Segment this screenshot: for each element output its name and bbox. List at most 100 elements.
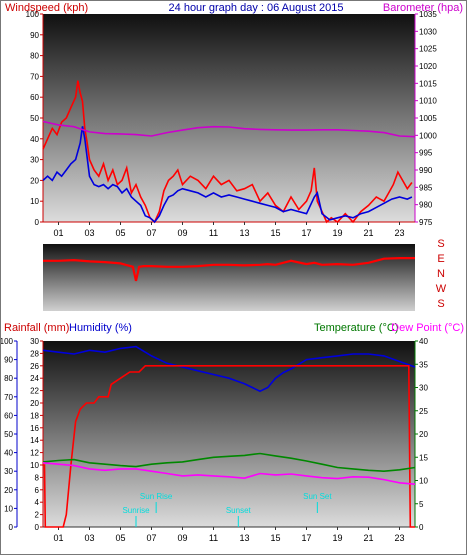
humidity-axis-tick-label: 70 <box>4 393 13 402</box>
humidity-axis-tick-label: 0 <box>9 523 14 532</box>
humidity-axis-tick-label: 100 <box>1 337 14 346</box>
x-tick-label: 19 <box>332 228 342 238</box>
x-tick-label: 21 <box>363 533 373 543</box>
temperature-axis-tick-label: 15 <box>419 453 428 462</box>
humidity-axis-tick-label: 30 <box>4 467 13 476</box>
barometer-axis-tick-label: 985 <box>419 183 433 192</box>
barometer-axis-tick-label: 980 <box>419 201 433 210</box>
windspeed-axis-tick-label: 60 <box>30 93 39 102</box>
x-tick-label: 19 <box>332 533 342 543</box>
windspeed-axis-title: Windspeed (kph) <box>5 2 88 14</box>
sun-marker-label: Sun Rise <box>140 492 173 501</box>
temperature-axis-tick-label: 35 <box>419 360 428 369</box>
humidity-axis-tick-label: 40 <box>4 449 13 458</box>
series-line-temperature <box>42 452 416 473</box>
rainfall-axis-tick-label: 8 <box>35 473 40 482</box>
rainfall-axis-tick-label: 12 <box>30 449 39 458</box>
rainfall-axis-tick-label: 26 <box>30 362 39 371</box>
x-tick-label: 13 <box>239 228 249 238</box>
x-tick-label: 15 <box>270 228 280 238</box>
x-tick-label: 03 <box>84 228 94 238</box>
series-line-humidity <box>42 345 416 393</box>
barometer-axis-tick-label: 1030 <box>419 27 437 36</box>
humidity-axis-tick-label: 60 <box>4 411 13 420</box>
humidity-axis-tick-label: 90 <box>4 356 13 365</box>
rainfall-axis-title: Rainfall (mm) <box>4 322 69 334</box>
chart-title: 24 hour graph day : 06 August 2015 <box>169 2 344 14</box>
rainfall-axis-tick-label: 18 <box>30 411 39 420</box>
rainfall-axis-tick-label: 4 <box>35 498 40 507</box>
barometer-axis-tick-label: 990 <box>419 166 433 175</box>
temperature-axis-tick-label: 40 <box>419 337 428 346</box>
x-tick-label: 15 <box>270 533 280 543</box>
wind-plot-area <box>43 14 415 222</box>
sun-marker-label: Sun Set <box>303 492 332 501</box>
x-tick-label: 23 <box>394 533 404 543</box>
x-tick-label: 01 <box>53 228 63 238</box>
barometer-axis-tick-label: 1010 <box>419 97 437 106</box>
windspeed-axis-tick-label: 80 <box>30 52 39 61</box>
barometer-axis-tick-label: 1035 <box>419 10 437 19</box>
x-tick-label: 09 <box>177 228 187 238</box>
direction-plot-area <box>43 244 415 311</box>
temperature-axis-tick-label: 5 <box>419 500 424 509</box>
humidity-axis-title: Humidity (%) <box>69 322 132 334</box>
rainfall-axis-tick-label: 16 <box>30 424 39 433</box>
series-line-rainfall <box>43 365 415 528</box>
windspeed-axis-tick-label: 0 <box>35 218 40 227</box>
rainfall-axis-tick-label: 24 <box>30 374 39 383</box>
barometer-axis-tick-label: 1025 <box>419 45 437 54</box>
temperature-axis-tick-label: 30 <box>419 384 428 393</box>
x-tick-label: 13 <box>239 533 249 543</box>
direction-side-label: W <box>436 283 447 295</box>
windspeed-axis-tick-label: 10 <box>30 197 39 206</box>
x-tick-label: 07 <box>146 533 156 543</box>
x-tick-label: 21 <box>363 228 373 238</box>
x-tick-label: 11 <box>209 533 218 543</box>
rainfall-axis-tick-label: 30 <box>30 337 39 346</box>
barometer-axis-tick-label: 995 <box>419 149 433 158</box>
x-tick-label: 23 <box>394 228 404 238</box>
windspeed-axis-tick-label: 100 <box>26 10 40 19</box>
barometer-axis-tick-label: 975 <box>419 218 433 227</box>
humidity-axis-tick-label: 80 <box>4 374 13 383</box>
dewpoint-axis-title: Dew Point (°C) <box>391 322 464 334</box>
sun-marker-label: Sunset <box>226 506 252 515</box>
rainfall-axis-tick-label: 6 <box>35 486 40 495</box>
x-tick-label: 03 <box>84 533 94 543</box>
temperature-axis-tick-label: 25 <box>419 407 428 416</box>
rainfall-axis-tick-label: 22 <box>30 387 39 396</box>
sun-marker-label: Sunrise <box>122 506 150 515</box>
series-line-direction <box>43 257 415 282</box>
x-tick-label: 09 <box>177 533 187 543</box>
temperature-axis-title: Temperature (°C) <box>314 322 398 334</box>
series-line-dew-point <box>42 462 416 485</box>
x-tick-label: 17 <box>301 228 311 238</box>
x-tick-label: 17 <box>301 533 311 543</box>
temperature-axis-tick-label: 20 <box>419 430 428 439</box>
humidity-axis-tick-label: 20 <box>4 486 13 495</box>
x-tick-label: 05 <box>115 533 125 543</box>
series-line-average <box>42 126 413 224</box>
windspeed-axis-tick-label: 20 <box>30 176 39 185</box>
x-tick-label: 11 <box>209 228 218 238</box>
temperature-axis-tick-label: 0 <box>419 523 424 532</box>
x-tick-label: 05 <box>115 228 125 238</box>
windspeed-axis-tick-label: 90 <box>30 31 39 40</box>
humidity-axis-tick-label: 10 <box>4 504 13 513</box>
x-tick-label: 07 <box>146 228 156 238</box>
climate-plot-area <box>43 341 415 527</box>
barometer-axis-tick-label: 1000 <box>419 131 437 140</box>
rainfall-axis-tick-label: 14 <box>30 436 39 445</box>
rainfall-axis-tick-label: 10 <box>30 461 39 470</box>
series-line-barometer <box>42 120 416 138</box>
barometer-axis-tick-label: 1005 <box>419 114 437 123</box>
windspeed-axis-tick-label: 40 <box>30 135 39 144</box>
rainfall-axis-tick-label: 0 <box>35 523 40 532</box>
direction-side-label: S <box>437 238 444 250</box>
windspeed-axis-tick-label: 30 <box>30 156 39 165</box>
barometer-axis-tick-label: 1020 <box>419 62 437 71</box>
rainfall-axis-tick-label: 2 <box>35 511 40 520</box>
